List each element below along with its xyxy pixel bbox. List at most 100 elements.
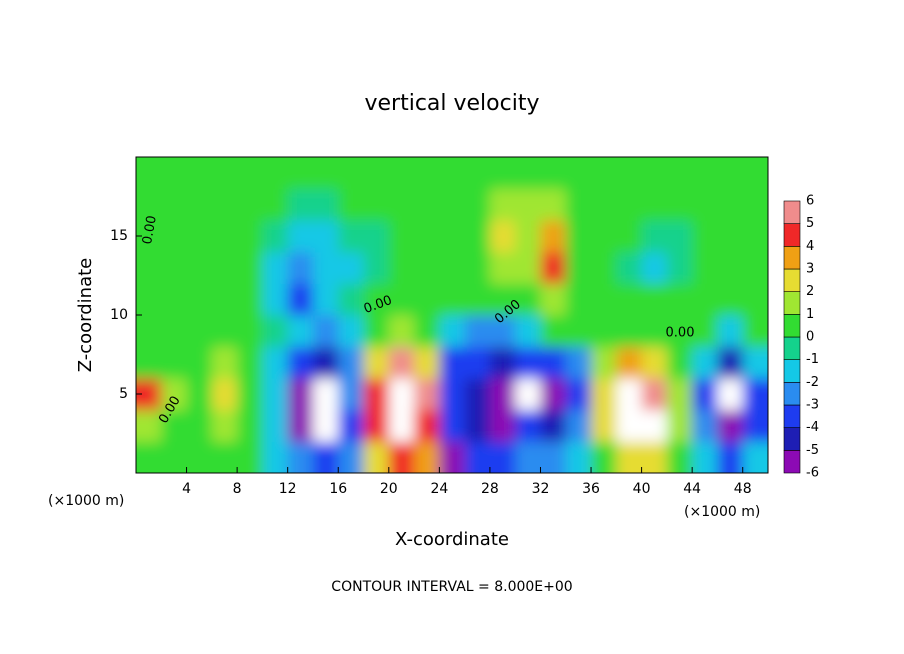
cell [616,188,643,221]
cell [591,346,617,379]
cell [540,346,567,379]
cell [641,283,668,316]
cell [363,251,390,284]
cell [540,441,567,473]
cell [414,409,440,442]
cell [717,251,744,284]
colorbar-label: 5 [806,216,814,231]
colorbar-swatch [783,336,801,360]
cell [641,251,668,284]
cell [388,157,415,190]
cell [186,346,213,379]
cell [363,441,390,473]
cell [616,220,643,253]
cell [237,283,263,316]
colorbar-swatch [783,291,801,315]
cell [692,157,718,190]
cell [742,409,768,442]
cell [717,283,744,316]
cell [641,157,668,190]
cells [136,157,768,473]
cell [666,409,693,442]
cell [616,441,643,473]
cell [388,378,415,411]
cell [338,315,365,348]
cell [237,251,263,284]
cell [540,409,567,442]
cell [414,315,440,348]
cell [565,251,592,284]
cell [439,409,466,442]
cell [161,251,188,284]
cell [591,220,617,253]
cell [186,409,213,442]
cell [287,251,314,284]
cell [616,346,643,379]
cell [338,283,365,316]
x-tick-label: 8 [233,481,242,497]
cell [591,441,617,473]
cell [717,220,744,253]
cell [591,283,617,316]
cell [666,220,693,253]
colorbar-swatch [783,450,801,474]
cell [363,188,390,221]
cell [211,251,238,284]
cell [742,378,768,411]
cell [136,315,162,348]
cell [237,409,263,442]
cell [363,315,390,348]
colorbar-swatch [783,404,801,428]
cell [161,378,188,411]
cell [262,378,289,411]
colorbar-label: -5 [806,443,819,458]
colorbar-swatch [783,359,801,383]
chart-title: vertical velocity [364,91,539,116]
colorbar-swatch [783,223,801,247]
cell [414,378,440,411]
cell [489,188,516,221]
cell [489,315,516,348]
cell [666,315,693,348]
cell [388,441,415,473]
cell [237,157,263,190]
cell [692,283,718,316]
cell [666,441,693,473]
cell [565,188,592,221]
cell [414,346,440,379]
colorbar-label: 1 [806,307,814,322]
cell [161,220,188,253]
x-tick-label: 16 [329,481,347,497]
cell [211,441,238,473]
cell [237,315,263,348]
colorbar-swatch [783,314,801,338]
cell [262,283,289,316]
cell [414,188,440,221]
cell [161,157,188,190]
cell [692,188,718,221]
cell [338,188,365,221]
cell [211,315,238,348]
cell [692,346,718,379]
cell [616,283,643,316]
colorbar-swatch [783,268,801,292]
cell [287,441,314,473]
cell [515,441,541,473]
cell [489,441,516,473]
cell [363,157,390,190]
x-tick-label: 28 [481,481,499,497]
cell [312,283,339,316]
cell [312,315,339,348]
cell [565,441,592,473]
cell [540,220,567,253]
cell [414,283,440,316]
cell [464,188,491,221]
cell [363,283,390,316]
cell [641,188,668,221]
cell [515,409,541,442]
cell [211,220,238,253]
cell [591,378,617,411]
cell [186,157,213,190]
cell [161,409,188,442]
cell [616,409,643,442]
